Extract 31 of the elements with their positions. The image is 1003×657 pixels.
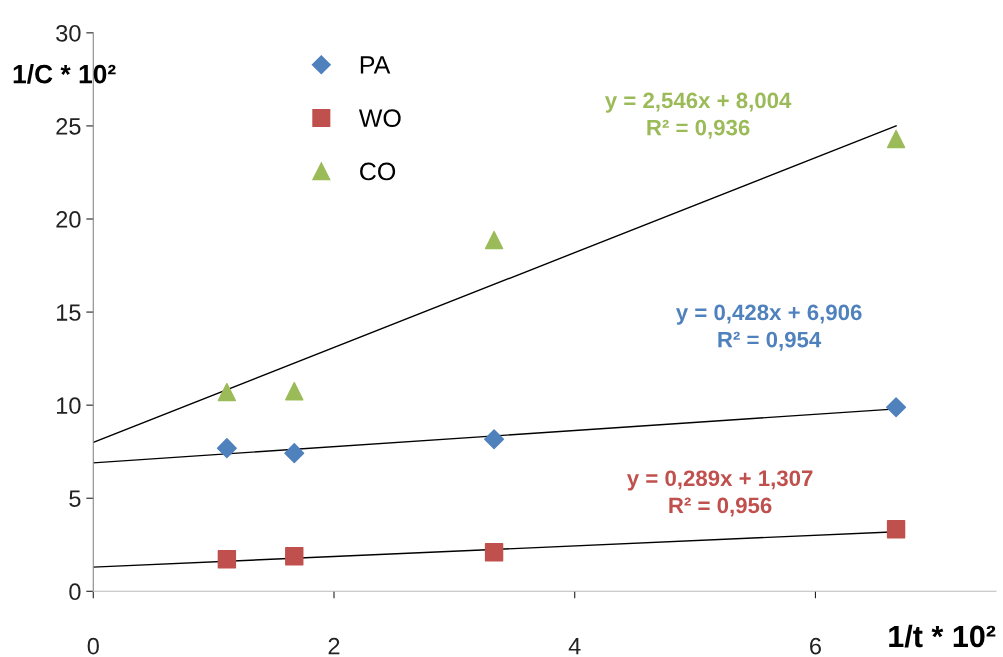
y-tick-label: 25 [56, 117, 81, 135]
point [886, 397, 907, 418]
legend-label: WO [358, 109, 401, 128]
x-tick-label: 6 [810, 637, 821, 655]
point [284, 443, 305, 464]
y-tick-label: 0 [69, 583, 81, 601]
x-tick-label: 0 [87, 637, 99, 655]
y-tick-label: 15 [57, 304, 81, 321]
annotation: y = 0,428x + 6,906 R² = 0,954 [675, 304, 862, 351]
x-tick-label: 4 [568, 638, 581, 655]
y-tick-label: 10 [57, 397, 81, 414]
annotation: y = 0,289x + 1,307 R² = 0,956 [626, 470, 813, 517]
legend-label: CO [360, 162, 396, 181]
point [216, 438, 237, 459]
point [886, 129, 906, 149]
point [285, 547, 304, 566]
y-axis-title: 1/C * 10² [13, 64, 116, 84]
point [285, 381, 304, 401]
point [484, 543, 504, 562]
point [217, 382, 237, 402]
y-tick-label: 5 [69, 490, 81, 508]
point [217, 550, 237, 569]
x-axis-title: 1/t * 10² [889, 624, 996, 648]
point [484, 429, 505, 450]
x-tick-label: 2 [328, 637, 340, 655]
point [484, 230, 504, 250]
point [886, 520, 906, 539]
y-tick-label: 20 [56, 211, 81, 228]
y-tick-label: 30 [56, 24, 81, 42]
legend-label: PA [360, 56, 391, 74]
annotation: y = 2,546x + 8,004 R² = 0,936 [604, 92, 792, 139]
